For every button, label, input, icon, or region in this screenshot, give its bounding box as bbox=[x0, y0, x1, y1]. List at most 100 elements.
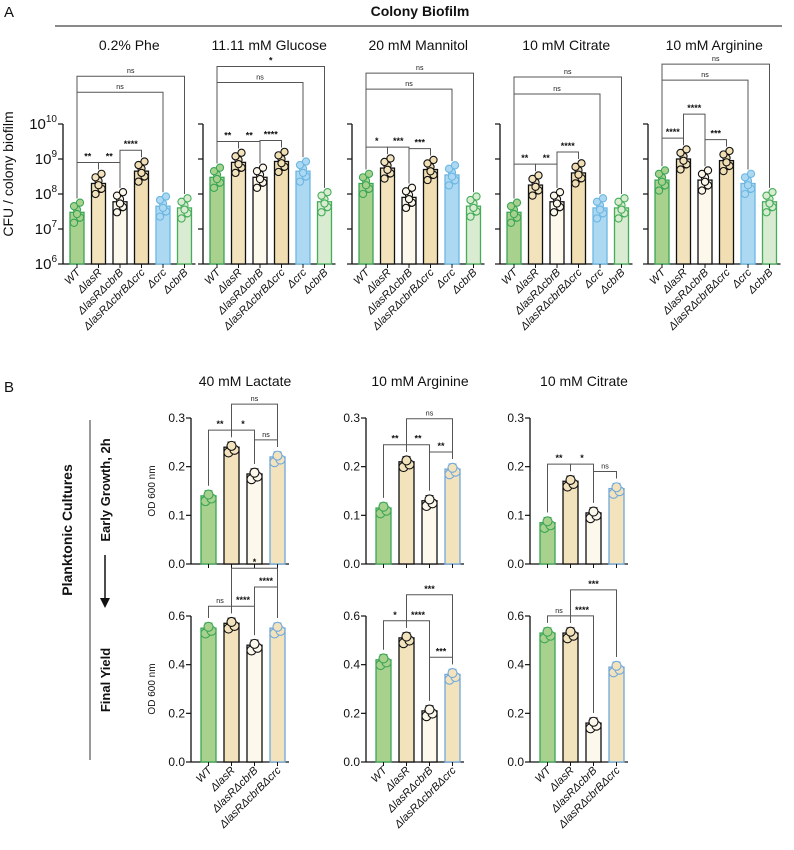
y-tick-label: 0.2 bbox=[507, 460, 524, 474]
significance-bracket: *** bbox=[704, 129, 727, 167]
data-point bbox=[555, 187, 565, 197]
significance-label: ** bbox=[216, 419, 224, 429]
y-tick-exponent: 8 bbox=[51, 184, 57, 195]
bracket-line bbox=[661, 63, 770, 188]
data-point bbox=[380, 174, 389, 183]
bracket-line bbox=[231, 567, 278, 619]
y-tick-label: 0.0 bbox=[507, 557, 524, 571]
bar-WT bbox=[200, 627, 217, 763]
significance-label: *** bbox=[588, 579, 599, 589]
data-point bbox=[595, 205, 605, 214]
data-point bbox=[280, 147, 289, 156]
data-point bbox=[447, 668, 458, 679]
significance-bracket: **** bbox=[259, 130, 282, 164]
early-growth-label: Early Growth, 2h bbox=[98, 438, 113, 541]
significance-label: *** bbox=[710, 129, 721, 139]
significance-label: * bbox=[269, 56, 273, 66]
bracket-line bbox=[208, 605, 232, 619]
y-tick-label: 0.3 bbox=[507, 411, 524, 425]
data-point bbox=[226, 616, 237, 628]
data-point bbox=[317, 191, 326, 200]
bar-lasR bbox=[675, 158, 692, 265]
y-tick-label: 109 bbox=[35, 149, 58, 168]
y-tick-label: 106 bbox=[35, 254, 58, 273]
data-point bbox=[571, 162, 580, 171]
data-point bbox=[740, 173, 750, 182]
data-point bbox=[450, 161, 460, 170]
significance-label: *** bbox=[393, 136, 404, 146]
data-point bbox=[155, 212, 165, 221]
data-point bbox=[542, 626, 553, 637]
significance-label: **** bbox=[124, 139, 139, 149]
y-tick-label: 0.0 bbox=[168, 557, 185, 571]
data-point bbox=[258, 163, 268, 172]
data-point bbox=[301, 157, 311, 166]
bracket-line bbox=[406, 594, 453, 665]
data-point bbox=[401, 455, 412, 466]
data-point bbox=[180, 205, 189, 214]
y-tick-exponent: 9 bbox=[51, 149, 57, 160]
data-point bbox=[231, 152, 240, 161]
data-point bbox=[743, 181, 753, 190]
significance-bracket: *** bbox=[406, 584, 453, 665]
significance-label: ** bbox=[543, 153, 551, 163]
significance-label: **** bbox=[575, 605, 590, 615]
data-point bbox=[118, 187, 128, 197]
y-tick-label: 0.2 bbox=[343, 706, 360, 720]
significance-label: ns bbox=[564, 69, 572, 76]
y-tick-label: 0.0 bbox=[168, 755, 185, 769]
y-tick-label: 108 bbox=[35, 184, 58, 203]
data-point bbox=[358, 173, 368, 182]
significance-label: *** bbox=[414, 138, 425, 148]
data-point bbox=[274, 167, 283, 177]
significance-label: **** bbox=[264, 130, 279, 140]
data-point bbox=[115, 199, 125, 208]
data-point bbox=[112, 208, 122, 217]
bar-WT bbox=[539, 632, 556, 763]
data-point bbox=[426, 167, 435, 176]
y-tick-label: 0.0 bbox=[343, 557, 360, 571]
data-point bbox=[177, 197, 186, 206]
data-point bbox=[407, 183, 417, 192]
data-point bbox=[249, 467, 260, 478]
data-point bbox=[654, 186, 664, 195]
bracket-line bbox=[547, 615, 571, 623]
data-point bbox=[654, 169, 664, 179]
data-point bbox=[472, 192, 481, 201]
data-point bbox=[272, 621, 283, 632]
chart-6: 10 mM Arginine 0.0 0.1 0.2 0.3 ** ** ** ns bbox=[343, 373, 469, 571]
y-tick-label: 0.1 bbox=[168, 508, 185, 522]
down-arrow-icon bbox=[100, 555, 110, 608]
bar-lasRcbrBcrc_B bbox=[269, 627, 286, 763]
significance-label: ns bbox=[712, 56, 720, 63]
y-tick-label: 0.6 bbox=[507, 609, 524, 623]
significance-label: **** bbox=[666, 127, 681, 137]
data-point bbox=[660, 166, 670, 175]
significance-label: ns bbox=[256, 75, 264, 82]
chart-8: 0.00.20.40.6OD 600 nmWTΔlasRΔlasRΔcbrBΔl… bbox=[147, 557, 289, 831]
y-tick-base: 10 bbox=[35, 186, 52, 203]
significance-label: ** bbox=[555, 453, 563, 463]
bracket-line bbox=[119, 149, 142, 188]
bar-lasRcbrBcrc_B bbox=[444, 673, 461, 763]
data-point bbox=[91, 173, 100, 182]
data-point bbox=[69, 202, 79, 211]
data-point bbox=[252, 167, 262, 176]
y-tick-label: 107 bbox=[35, 219, 58, 238]
significance-label: ns bbox=[127, 68, 135, 75]
bracket-line bbox=[231, 403, 278, 447]
y-tick-base: 10 bbox=[35, 221, 52, 238]
data-point bbox=[177, 214, 186, 223]
data-point bbox=[512, 198, 522, 207]
significance-bracket: ns bbox=[231, 396, 278, 447]
bar-lasR bbox=[562, 632, 579, 763]
chart-title: 10 mM Arginine bbox=[666, 37, 763, 53]
bar-lasRcbrBcrc_B bbox=[608, 487, 625, 565]
bracket-line bbox=[513, 76, 622, 199]
significance-label: ns bbox=[216, 598, 224, 605]
data-point bbox=[614, 214, 623, 223]
data-point bbox=[429, 155, 438, 165]
data-point bbox=[383, 165, 392, 174]
bar-lasR bbox=[223, 446, 240, 565]
data-point bbox=[447, 462, 458, 473]
